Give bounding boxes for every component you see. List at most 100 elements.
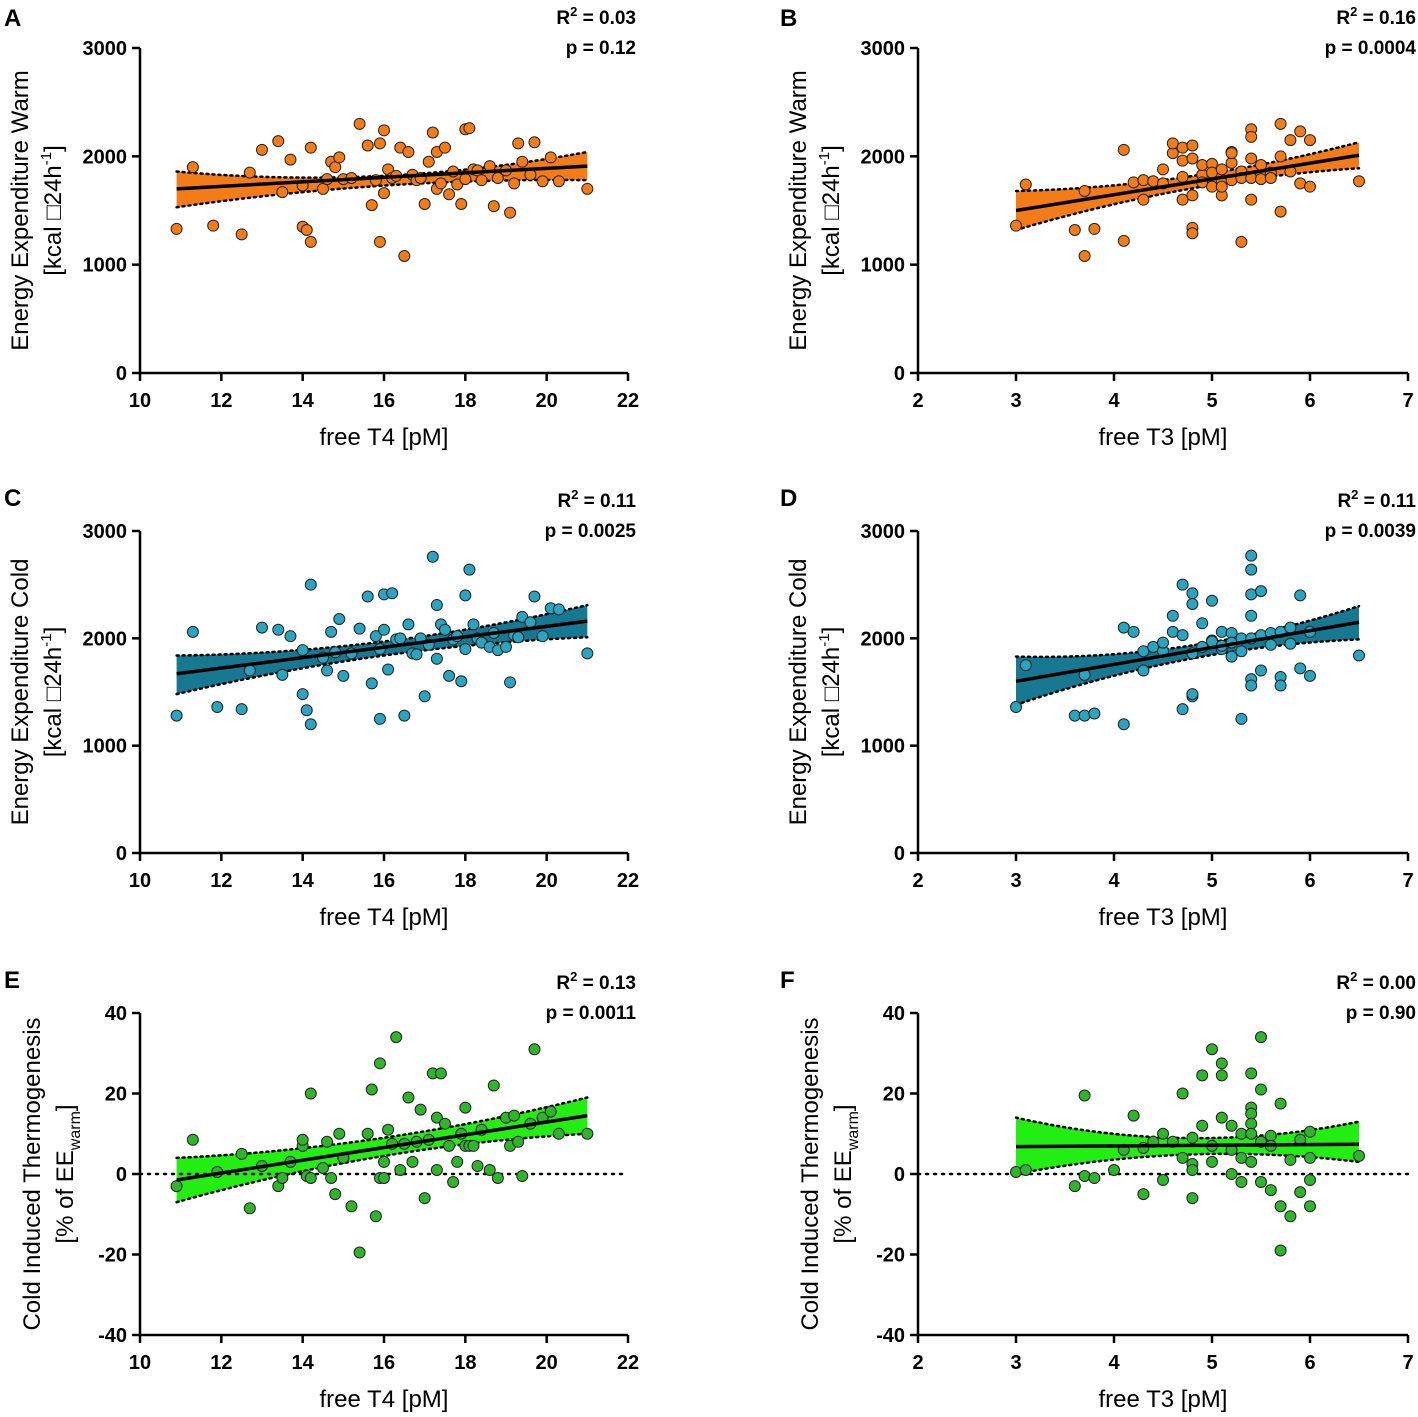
data-point: [536, 175, 549, 188]
data-point: [528, 136, 541, 149]
data-point: [455, 198, 468, 210]
data-point: [459, 589, 472, 602]
data-point: [1166, 137, 1179, 150]
data-point: [1264, 1184, 1277, 1197]
x-tick-label: 18: [454, 870, 476, 892]
data-point: [1019, 659, 1032, 672]
y-tick-label: -20: [876, 1245, 905, 1267]
data-point: [581, 647, 594, 660]
data-point: [1304, 180, 1316, 193]
data-point: [186, 1133, 199, 1146]
data-point: [528, 1043, 541, 1056]
data-point: [1245, 152, 1258, 165]
x-tick-label: 16: [373, 390, 395, 412]
y-tick-label: 3000: [861, 521, 906, 543]
unit-bracket: ]: [818, 627, 845, 634]
data-point: [276, 186, 289, 199]
data-point: [463, 563, 476, 576]
r-squared-value: = 0.11: [1358, 491, 1416, 512]
x-tick-label: 4: [1108, 1352, 1120, 1374]
data-point: [439, 623, 451, 636]
data-point: [1137, 645, 1150, 658]
data-point: [504, 676, 517, 689]
data-point: [1294, 589, 1307, 602]
data-point: [459, 1101, 472, 1114]
y-axis-title: Energy Expenditure Warm [kcal □24h-1]: [7, 70, 67, 351]
y-axis-title-line2: [kcal □24h-1]: [38, 627, 67, 758]
data-point: [1206, 594, 1218, 607]
r-squared-value: = 0.03: [577, 8, 636, 29]
data-point: [581, 1127, 594, 1140]
p-value-label: p = 0.12: [566, 38, 636, 59]
data-point: [1294, 662, 1307, 675]
data-point: [378, 1155, 390, 1168]
data-point: [500, 640, 512, 653]
data-point: [333, 1127, 346, 1140]
y-tick-label: 2000: [83, 146, 128, 168]
y-tick-label: 0: [894, 363, 905, 385]
y-axis-title-line1: Energy Expenditure Cold: [7, 559, 34, 826]
data-point: [451, 178, 464, 191]
y-tick-label: 2000: [861, 628, 906, 650]
data-point: [1117, 718, 1130, 731]
p-value-label: p = 0.0039: [1325, 521, 1416, 542]
data-point: [272, 135, 285, 148]
data-point: [284, 630, 297, 643]
data-point: [382, 663, 395, 676]
data-point: [1010, 1165, 1022, 1178]
y-axis-title: Energy Expenditure Warm [kcal □24h-1]: [785, 70, 845, 351]
data-point: [439, 141, 451, 154]
x-axis-title: free T3 [pM]: [1099, 424, 1228, 451]
data-point: [544, 151, 557, 164]
panel-letter: E: [4, 967, 20, 994]
data-point: [369, 630, 382, 643]
data-point: [353, 1246, 366, 1259]
lower-confidence-line: [1014, 638, 1361, 707]
data-point: [390, 1031, 403, 1044]
data-point: [1078, 1089, 1091, 1102]
x-tick-label: 20: [536, 870, 558, 892]
lower-confidence-line: [175, 636, 589, 696]
unit-text: [kcal □24h: [818, 165, 845, 276]
data-point: [1274, 1200, 1287, 1213]
x-tick-label: 20: [536, 390, 558, 412]
data-point: [304, 235, 317, 248]
unit-text: [% of EE: [52, 1150, 79, 1243]
squared-superscript: 2: [1350, 4, 1357, 19]
squared-superscript: 2: [1350, 969, 1357, 984]
data-point: [1186, 597, 1199, 610]
data-point: [1235, 235, 1248, 248]
y-tick-label: 40: [883, 1003, 905, 1025]
data-point: [304, 1172, 317, 1185]
data-point: [1304, 1151, 1316, 1164]
data-point: [487, 1079, 500, 1092]
data-point: [581, 182, 594, 195]
r-squared-label: R2 = 0.13: [556, 969, 636, 994]
x-tick-label: 14: [292, 1352, 315, 1374]
data-point: [1245, 130, 1258, 143]
panel-e: 10 12 14 16 18 20 22 -40 -20 0 20 40 E R2 = 0.13 p = 0…: [4, 967, 639, 1413]
x-tick-label: 7: [1402, 1352, 1413, 1374]
data-point: [1245, 1155, 1258, 1168]
data-point: [451, 1155, 464, 1168]
panel-letter: A: [4, 5, 21, 32]
data-point: [528, 590, 541, 603]
data-point: [1186, 1163, 1199, 1176]
p-value-label: p = 0.0025: [545, 521, 637, 542]
y-tick-label: 2000: [861, 146, 906, 168]
data-point: [1186, 1192, 1199, 1205]
r-symbol: R: [1336, 8, 1350, 29]
data-point: [373, 1057, 386, 1070]
data-point: [1245, 549, 1258, 562]
data-point: [235, 228, 248, 241]
data-point: [373, 235, 386, 248]
x-tick-label: 16: [373, 1352, 395, 1374]
x-axis-title: free T4 [pM]: [320, 1386, 449, 1413]
data-point: [1157, 1127, 1169, 1140]
data-point: [1304, 1174, 1316, 1187]
x-tick-label: 3: [1010, 390, 1021, 412]
regression-line: [176, 1113, 588, 1182]
data-point: [1088, 707, 1101, 720]
data-point: [1196, 159, 1209, 171]
r-symbol: R: [556, 973, 570, 994]
